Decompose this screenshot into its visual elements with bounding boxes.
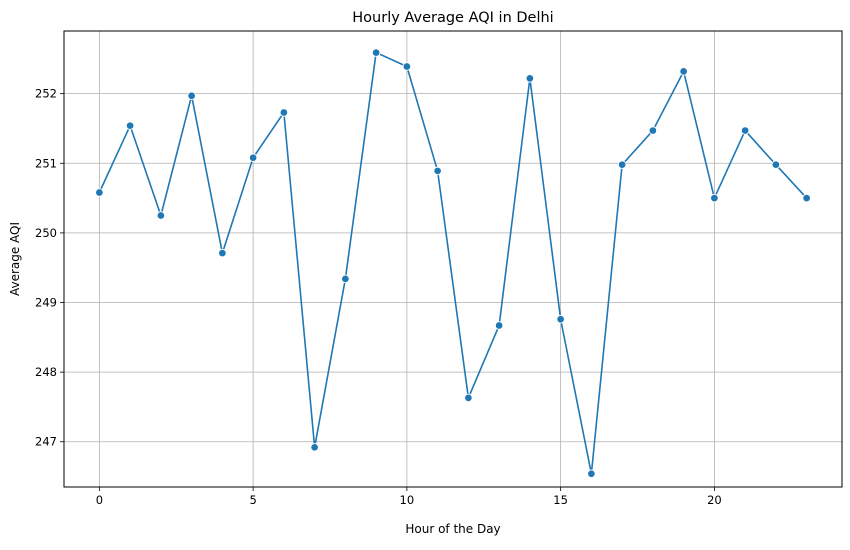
x-tick-label: 15 bbox=[553, 493, 568, 507]
data-point bbox=[802, 193, 811, 203]
y-tick-label: 248 bbox=[35, 365, 57, 379]
y-axis-label: Average AQI bbox=[8, 222, 22, 296]
x-axis-label: Hour of the Day bbox=[405, 522, 500, 536]
x-tick-label: 5 bbox=[249, 493, 256, 507]
grid-lines bbox=[64, 31, 842, 487]
data-point bbox=[218, 248, 227, 258]
data-point bbox=[341, 274, 350, 284]
data-point bbox=[125, 121, 135, 130]
y-axis-ticks: 247 248 249 250 251 252 bbox=[35, 87, 64, 449]
data-point bbox=[740, 126, 750, 135]
data-point bbox=[464, 393, 473, 403]
data-point bbox=[156, 211, 166, 220]
data-point bbox=[371, 48, 381, 57]
y-tick-label: 247 bbox=[35, 435, 57, 449]
data-point bbox=[710, 193, 719, 203]
data-point bbox=[679, 67, 688, 76]
y-tick-label: 251 bbox=[35, 156, 57, 170]
data-point bbox=[648, 126, 658, 135]
data-point bbox=[617, 160, 627, 169]
series-line-path bbox=[98, 51, 808, 475]
x-tick-label: 20 bbox=[707, 493, 722, 507]
data-point bbox=[525, 74, 535, 83]
data-point bbox=[187, 91, 196, 100]
chart-title: Hourly Average AQI in Delhi bbox=[352, 10, 553, 26]
data-point bbox=[587, 469, 596, 479]
y-tick-label: 250 bbox=[35, 226, 57, 240]
data-point bbox=[248, 153, 258, 162]
x-tick-label: 10 bbox=[400, 493, 415, 507]
data-point bbox=[402, 62, 412, 71]
data-point bbox=[279, 108, 289, 117]
x-axis-ticks: 0 5 10 15 20 bbox=[96, 487, 722, 507]
data-point bbox=[556, 314, 565, 324]
data-point bbox=[95, 188, 104, 197]
data-point bbox=[771, 160, 781, 169]
y-tick-label: 249 bbox=[35, 296, 57, 310]
data-point bbox=[310, 443, 319, 452]
series-line bbox=[98, 51, 808, 475]
data-point bbox=[494, 321, 504, 330]
plot-frame bbox=[63, 30, 843, 488]
data-point bbox=[433, 166, 442, 176]
x-tick-label: 0 bbox=[96, 493, 103, 507]
y-tick-label: 252 bbox=[35, 87, 57, 101]
series-markers bbox=[95, 48, 811, 479]
